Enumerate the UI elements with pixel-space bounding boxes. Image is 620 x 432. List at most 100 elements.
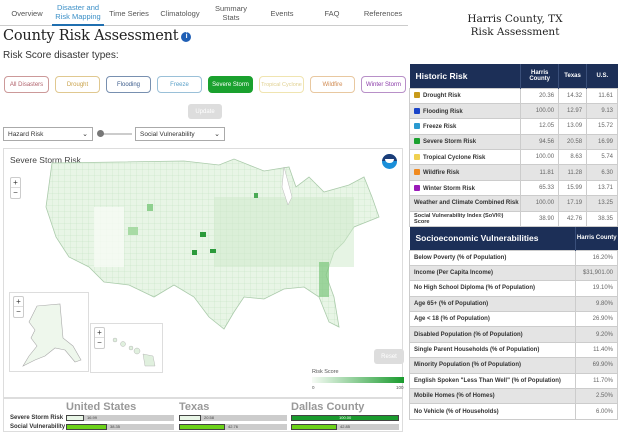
table-row: Social Vulnerability Index (SoVI®) Score…: [408, 210, 618, 228]
top-nav: Overview Disaster and Risk Mapping Time …: [0, 0, 408, 26]
cell-county: $31,901.00: [575, 264, 618, 282]
severe-storm-button[interactable]: Severe Storm: [208, 76, 253, 93]
flooding-swatch-icon: [414, 107, 420, 114]
hawaii-zoom-in-button[interactable]: +: [95, 328, 104, 338]
table-row: Wildfire Risk 11.81 11.28 6.30: [408, 164, 618, 181]
bar-state-sovi: 42.76: [179, 424, 287, 430]
cell-us: 16.99: [586, 133, 618, 151]
hawaii-zoom-out-button[interactable]: −: [97, 338, 102, 347]
compare-header-county: Dallas County: [291, 401, 365, 413]
blend-slider-track[interactable]: [100, 133, 132, 135]
wildfire-button[interactable]: Wildfire: [310, 76, 355, 93]
hawaii-zoom-control: + −: [94, 327, 105, 349]
row-label: Drought Risk: [423, 93, 461, 100]
cell-county: 38.90: [520, 210, 560, 228]
zoom-out-button[interactable]: −: [13, 188, 18, 197]
cell-county: 100.00: [520, 195, 560, 212]
cell-state: 13.09: [558, 118, 588, 135]
bar-value: 20.58: [204, 415, 215, 420]
tab-disaster-risk-mapping[interactable]: Disaster and Risk Mapping: [52, 0, 104, 26]
historic-risk-table: Historic Risk Harris County Texas U.S. D…: [408, 64, 618, 228]
tab-overview[interactable]: Overview: [11, 8, 43, 18]
cell-county: 69.90%: [575, 357, 618, 374]
cell-county: 94.56: [520, 133, 560, 151]
tab-time-series[interactable]: Time Series: [109, 8, 149, 18]
freeze-swatch-icon: [414, 122, 420, 129]
col-harris-county: Harris County: [575, 227, 618, 250]
severe-storm-swatch-icon: [414, 138, 420, 145]
table-row: Drought Risk 20.36 14.32 11.61: [408, 87, 618, 104]
row-label: Severe Storm Risk: [423, 139, 477, 146]
all-disasters-button[interactable]: All Disasters: [4, 76, 49, 93]
tab-faq[interactable]: FAQ: [324, 8, 340, 18]
bar-us-sovi: 38.35: [66, 424, 174, 430]
drought-swatch-icon: [414, 92, 420, 99]
tab-references[interactable]: References: [363, 8, 403, 18]
tropical-cyclone-swatch-icon: [414, 153, 420, 160]
blend-slider-handle[interactable]: [97, 130, 104, 137]
cell-state: 15.99: [558, 179, 588, 197]
cell-county: 19.10%: [575, 280, 618, 297]
row-label: Wildfire Risk: [423, 170, 460, 177]
row-label: Age 65+ (% of Population): [408, 295, 577, 313]
table-row: Freeze Risk 12.05 13.09 15.72: [408, 118, 618, 135]
zoom-in-button[interactable]: +: [11, 178, 20, 188]
alaska-shape: [22, 303, 82, 367]
cell-county: 9.80%: [575, 295, 618, 313]
cell-state: 11.28: [558, 164, 588, 181]
us-county-choropleth-map[interactable]: [34, 157, 384, 337]
drought-button[interactable]: Drought: [55, 76, 100, 93]
table-row: Age 65+ (% of Population) 9.80%: [408, 295, 618, 313]
table-row: Mobile Homes (% of Homes) 2.50%: [408, 388, 618, 405]
flooding-button[interactable]: Flooding: [106, 76, 151, 93]
cell-county: 9.20%: [575, 326, 618, 343]
cell-us: 13.71: [586, 179, 618, 197]
legend-max: 100: [396, 385, 404, 390]
bar-us-storm: 16.99: [66, 415, 174, 421]
cell-county: 12.05: [520, 118, 560, 135]
legend-title: Risk Score: [312, 369, 339, 375]
table-row: Weather and Climate Combined Risk 100.00…: [408, 195, 618, 212]
bar-county-storm: 100.00: [291, 415, 399, 421]
row-label: Freeze Risk: [423, 123, 457, 130]
hazard-risk-select[interactable]: Hazard Risk ⌄: [3, 127, 93, 141]
compare-header-us: United States: [66, 401, 137, 413]
row-label: Minority Population (% of Population): [408, 357, 577, 374]
info-icon[interactable]: i: [181, 32, 192, 42]
map-reset-button[interactable]: Reset: [374, 349, 404, 364]
alaska-zoom-out-button[interactable]: −: [16, 307, 21, 316]
row-label: Mobile Homes (% of Homes): [408, 388, 577, 405]
wildfire-swatch-icon: [414, 169, 420, 176]
freeze-button[interactable]: Freeze: [157, 76, 202, 93]
cell-county: 100.00: [520, 102, 560, 120]
chevron-down-icon: ⌄: [214, 131, 220, 138]
tab-climatology[interactable]: Climatology: [160, 8, 200, 18]
cell-us: 11.61: [586, 87, 618, 104]
assessment-subtitle: Risk Assessment: [470, 26, 560, 38]
row-label: Flooding Risk: [423, 108, 463, 115]
winter-storm-swatch-icon: [414, 184, 420, 191]
table-row: No Vehicle (% of Households) 6.00%: [408, 403, 618, 420]
tab-summary-stats[interactable]: Summary Stats: [214, 4, 248, 22]
tropical-cyclone-button[interactable]: Tropical Cyclone: [259, 76, 304, 93]
alaska-inset-map[interactable]: + −: [9, 292, 89, 372]
col-texas: Texas: [558, 64, 588, 88]
tab-events[interactable]: Events: [270, 8, 294, 18]
update-button[interactable]: Update: [188, 104, 222, 119]
row-label: No High School Diploma (% of Population): [408, 280, 577, 297]
alaska-zoom-in-button[interactable]: +: [14, 297, 23, 307]
table-row: Disabled Population (% of Population) 9.2…: [408, 326, 618, 343]
bar-county-sovi: 42.85: [291, 424, 399, 430]
bar-value: 38.35: [110, 424, 121, 429]
county-assessment-title: Harris County, TX Risk Assessment: [410, 13, 620, 39]
comparison-panel: United States Texas Dallas County Severe…: [3, 398, 403, 432]
cell-county: 11.70%: [575, 372, 618, 390]
hawaii-inset-map[interactable]: + −: [90, 323, 163, 373]
bar-state-storm: 20.58: [179, 415, 287, 421]
row-label: Single Parent Households (% of Populatio…: [408, 341, 577, 359]
map-panel: Severe Storm Risk + − + −: [3, 148, 404, 398]
winter-storm-button[interactable]: Winter Storm: [361, 76, 406, 93]
row-label: Social Vulnerability Index (SoVI®) Score: [408, 210, 522, 228]
table-row: Winter Storm Risk 65.33 15.99 13.71: [408, 179, 618, 197]
social-vulnerability-select[interactable]: Social Vulnerability ⌄: [135, 127, 225, 141]
